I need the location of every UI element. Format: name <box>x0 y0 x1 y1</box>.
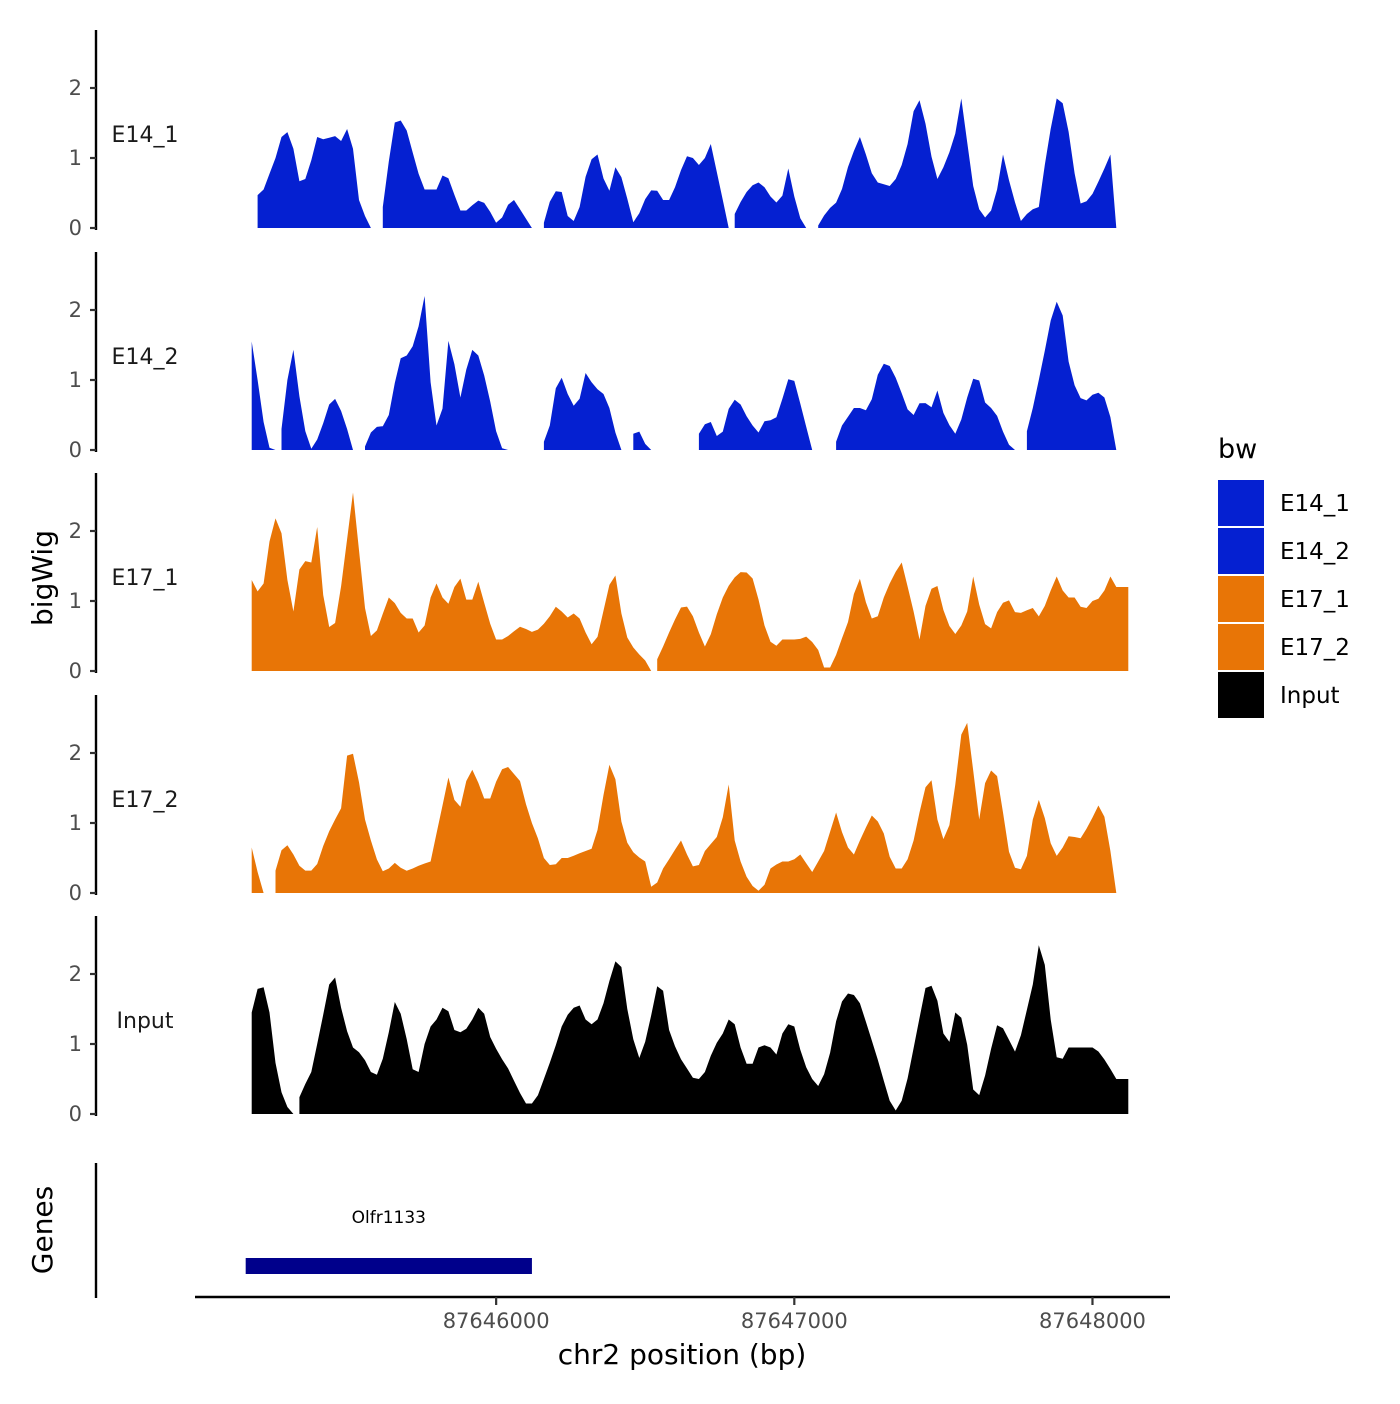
legend-label: E14_2 <box>1280 539 1350 565</box>
signal-area-e17_2-1 <box>275 722 1117 893</box>
track-label: Input <box>117 1009 174 1034</box>
y-tick-label: 2 <box>69 298 82 322</box>
legend-label: E17_1 <box>1280 587 1350 613</box>
signal-area-e14_2-2 <box>365 296 509 450</box>
x-axis-ticks: 87646000 87647000 87648000 <box>443 1297 1146 1333</box>
x-tick-label: 87647000 <box>741 1309 848 1333</box>
track-label: E14_2 <box>112 345 179 370</box>
signal-area-e14_1-3 <box>734 168 807 228</box>
y-tick-label: 1 <box>69 1032 82 1056</box>
y-tick-label: 2 <box>69 519 82 543</box>
signal-area-e14_2-7 <box>1026 301 1117 450</box>
signal-area-e14_2-6 <box>836 363 1015 450</box>
legend-swatch <box>1218 624 1264 670</box>
y-tick-label: 0 <box>69 216 82 240</box>
y-tick-label: 0 <box>69 881 82 905</box>
signal-area-e14_2-0 <box>251 341 276 450</box>
y-tick-label: 2 <box>69 76 82 100</box>
signal-area-e14_1-1 <box>382 120 532 228</box>
x-tick-label: 87646000 <box>443 1309 550 1333</box>
track-e14_1: 0 1 2 E14_1 <box>69 30 1117 240</box>
x-axis: 87646000 87647000 87648000 chr2 position (… <box>195 1295 1170 1371</box>
signal-area-e14_2-5 <box>698 379 813 450</box>
legend-swatch <box>1218 528 1264 574</box>
signal-area-e17_1-0 <box>251 492 652 671</box>
signal-area-input-0 <box>251 987 294 1114</box>
track-e17_1: 0 1 2 E17_1 <box>69 473 1129 683</box>
signal-area-e14_2-3 <box>543 373 622 450</box>
genes-track-label: Genes <box>26 1186 59 1274</box>
y-tick-label: 0 <box>69 1102 82 1126</box>
legend-label: E14_1 <box>1280 491 1350 517</box>
signal-area-e14_1-4 <box>818 98 1117 228</box>
legend-swatch <box>1218 576 1264 622</box>
legend-label: E17_2 <box>1280 635 1350 661</box>
signal-area-e17_1-1 <box>657 562 1129 671</box>
track-label: E17_1 <box>112 566 179 591</box>
genes-panel: Genes Olfr1133 <box>26 1163 532 1298</box>
legend-items: E14_1 E14_2 E17_1 E17_2 Input <box>1218 480 1350 718</box>
track-input: 0 1 2 Input <box>69 916 1129 1126</box>
y-tick-label: 2 <box>69 962 82 986</box>
signal-area-e17_2-0 <box>251 847 264 893</box>
track-e17_2: 0 1 2 E17_2 <box>69 695 1117 905</box>
legend-label: Input <box>1280 683 1340 709</box>
legend-swatch <box>1218 480 1264 526</box>
y-tick-label: 1 <box>69 811 82 835</box>
y-tick-label: 0 <box>69 438 82 462</box>
y-tick-label: 1 <box>69 146 82 170</box>
gene-annotations: Olfr1133 <box>245 1208 532 1274</box>
x-axis-title: chr2 position (bp) <box>558 1338 807 1371</box>
y-axis-title: bigWig <box>26 530 59 626</box>
signal-area-e14_1-0 <box>257 129 371 228</box>
legend-title: bw <box>1218 434 1257 465</box>
gene-name-label: Olfr1133 <box>352 1208 426 1228</box>
track-label: E17_2 <box>112 788 179 813</box>
signal-area-e14_1-2 <box>543 144 729 228</box>
y-tick-label: 0 <box>69 659 82 683</box>
signal-tracks: 0 1 2 E14_1 0 1 2 E14_2 0 1 2 E17_1 0 1 2 E17_2 0 1 2 Input <box>69 30 1129 1126</box>
y-tick-label: 1 <box>69 589 82 613</box>
y-tick-label: 1 <box>69 368 82 392</box>
track-label: E14_1 <box>112 123 179 148</box>
signal-area-e14_2-4 <box>633 431 652 450</box>
legend: bw E14_1 E14_2 E17_1 E17_2 Input <box>1218 434 1350 718</box>
signal-area-input-1 <box>299 945 1129 1114</box>
y-tick-label: 2 <box>69 741 82 765</box>
x-tick-label: 87648000 <box>1039 1309 1146 1333</box>
gene-body <box>245 1258 532 1274</box>
signal-area-e14_2-1 <box>281 349 353 450</box>
legend-swatch <box>1218 672 1264 718</box>
track-e14_2: 0 1 2 E14_2 <box>69 252 1117 462</box>
